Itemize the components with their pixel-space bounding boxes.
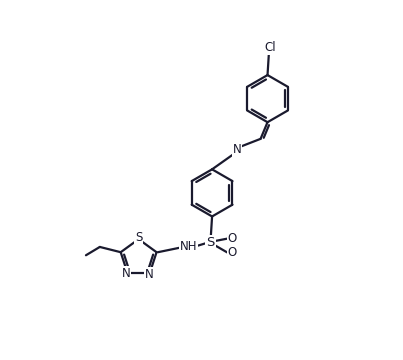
Text: O: O	[228, 232, 237, 245]
Text: S: S	[206, 236, 215, 249]
Text: S: S	[135, 231, 142, 244]
Text: Cl: Cl	[264, 41, 276, 54]
Text: N: N	[122, 267, 131, 280]
Text: O: O	[228, 246, 237, 259]
Text: N: N	[233, 143, 241, 157]
Text: NH: NH	[180, 240, 197, 253]
Text: N: N	[145, 268, 154, 281]
